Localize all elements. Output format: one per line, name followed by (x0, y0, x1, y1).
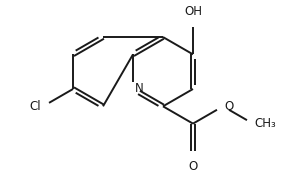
Text: Cl: Cl (30, 100, 41, 113)
Text: CH₃: CH₃ (255, 117, 276, 130)
Text: OH: OH (184, 5, 202, 18)
Text: O: O (188, 160, 198, 173)
Text: O: O (225, 100, 234, 113)
Text: N: N (135, 82, 144, 96)
